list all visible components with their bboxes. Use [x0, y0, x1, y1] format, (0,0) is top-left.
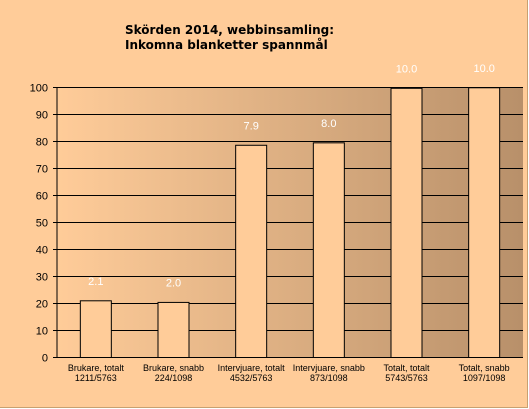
- chart-title: Skörden 2014, webbinsamling: Inkomna bla…: [125, 23, 334, 52]
- bar: [79, 300, 112, 358]
- data-label: 2.1: [88, 276, 103, 288]
- y-axis-ticks: 0 10 20 30 40 50 60 70 80 90 100: [30, 83, 48, 365]
- data-label: 2.0: [166, 277, 181, 289]
- y-tick-label: 60: [36, 191, 48, 203]
- category-label: 1097/1098: [463, 373, 506, 383]
- data-label: 10.0: [473, 63, 494, 75]
- y-tick-label: 0: [42, 353, 48, 365]
- y-tick-label: 80: [36, 137, 48, 149]
- data-label: 10.0: [396, 63, 417, 75]
- y-tick-label: 70: [36, 164, 48, 176]
- data-labels: 2.1 2.0 7.9 8.0 10.0 10.0: [88, 63, 495, 290]
- y-tick-label: 20: [36, 299, 48, 311]
- category-label: Intervjuare, totalt: [218, 363, 286, 373]
- y-tick-label: 30: [36, 272, 48, 284]
- chart-title-line-1: Skörden 2014, webbinsamling:: [125, 23, 334, 37]
- gridlines: [53, 87, 523, 358]
- category-label: Totalt, totalt: [383, 363, 430, 373]
- bar: [390, 87, 423, 358]
- bars: [79, 87, 501, 359]
- y-tick-label: 100: [30, 83, 48, 95]
- category-label: 873/1098: [310, 373, 348, 383]
- category-label: Intervjuare, snabb: [293, 363, 365, 373]
- category-label: Brukare, totalt: [68, 363, 125, 373]
- bar: [235, 144, 268, 358]
- category-label: Brukare, snabb: [143, 363, 204, 373]
- bar: [468, 87, 501, 359]
- category-label: 224/1098: [155, 373, 193, 383]
- y-tick-label: 40: [36, 245, 48, 257]
- category-label: 4532/5763: [230, 373, 273, 383]
- y-tick-label: 90: [36, 110, 48, 122]
- category-label: 1211/5763: [75, 373, 117, 383]
- bar: [312, 142, 345, 358]
- data-label: 8.0: [321, 118, 336, 130]
- bar: [157, 301, 190, 359]
- y-tick-label: 10: [36, 326, 48, 338]
- data-label: 7.9: [244, 120, 259, 132]
- category-label: 5743/5763: [385, 373, 428, 383]
- category-label: Totalt, snabb: [459, 363, 510, 373]
- chart-title-line-2: Inkomna blanketter spannmål: [125, 38, 328, 52]
- y-tick-label: 50: [36, 218, 48, 230]
